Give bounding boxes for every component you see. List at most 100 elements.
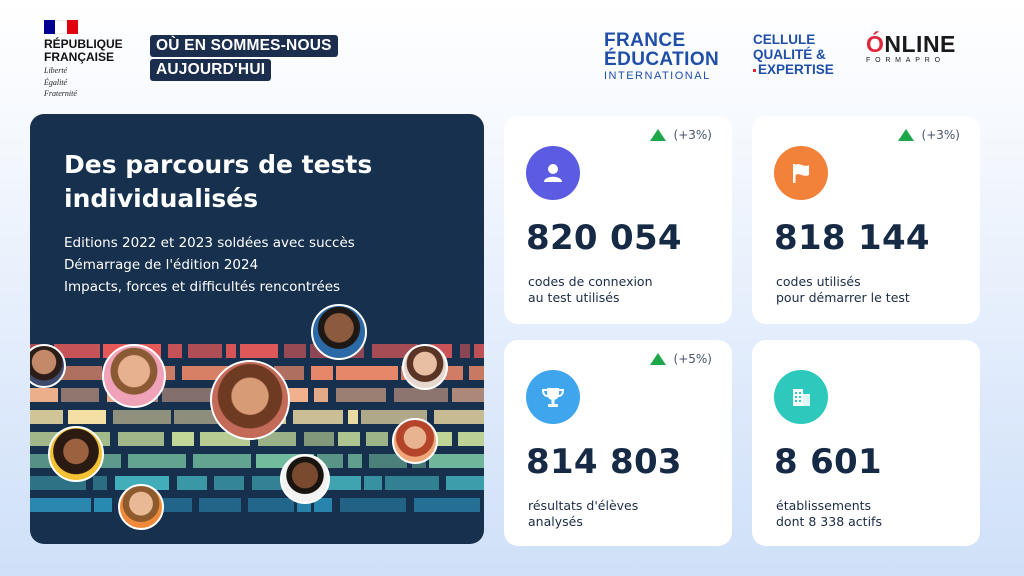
stripe-segment <box>348 410 358 424</box>
stat-label: codes de connexion au test utilisés <box>528 274 718 306</box>
stat-card-codes-utilises: (+3%) 818 144 codes utilisés pour démarre… <box>752 116 980 324</box>
hero-bullet: Editions 2022 et 2023 soldées avec succè… <box>64 235 355 251</box>
stripe-segment <box>162 388 220 402</box>
stripe-segment <box>199 498 241 512</box>
stripe-segment <box>30 388 58 402</box>
stripe-segment <box>434 410 484 424</box>
stripe-segment <box>118 432 164 446</box>
stripe-segment <box>446 476 484 490</box>
stripe-segment <box>452 388 484 402</box>
online-rest: NLINE <box>884 31 956 57</box>
french-flag-icon <box>44 20 78 34</box>
fei-line3: INTERNATIONAL <box>604 70 711 82</box>
stripe-segment <box>414 498 480 512</box>
stripe-segment <box>336 388 386 402</box>
user-icon <box>526 146 580 200</box>
stripe-segment <box>172 432 194 446</box>
stat-card-connexion: (+3%) 820 054 codes de connexion au test … <box>504 116 732 324</box>
cellule-qualite-expertise-logo: CELLULE QUALITÉ & EXPERTISE <box>753 32 834 77</box>
up-triangle-icon <box>649 129 666 141</box>
stripe-segment <box>314 388 328 402</box>
building-icon <box>774 370 828 424</box>
hero-title: Des parcours de tests individualisés <box>64 150 373 213</box>
republique-francaise-logo: RÉPUBLIQUE FRANÇAISE Liberté Égalité Fra… <box>44 20 144 99</box>
motto-egalite: Égalité <box>44 77 68 87</box>
stripe-segment <box>30 410 63 424</box>
stat-value: 8 601 <box>774 442 882 482</box>
france-education-international-logo: FRANCE ÉDUCATION INTERNATIONAL <box>604 31 719 83</box>
stripe-segment <box>385 476 439 490</box>
stripe-segment <box>54 344 100 358</box>
avatar-photo <box>311 304 367 360</box>
stat-value: 818 144 <box>774 218 930 258</box>
stat-label-line1: établissements <box>776 498 872 513</box>
stat-label: résultats d'élèves analysés <box>528 498 718 530</box>
cqe-line1: CELLULE <box>753 32 816 47</box>
stat-value: 814 803 <box>526 442 682 482</box>
stripe-segment <box>304 432 334 446</box>
stat-label-line1: codes de connexion <box>528 274 653 289</box>
tagline: OÙ EN SOMMES-NOUS AUJOURD'HUI <box>150 35 338 83</box>
stripe-segment <box>429 454 484 468</box>
stripe-segment <box>177 476 207 490</box>
stripe-segment <box>369 454 407 468</box>
tagline-line2: AUJOURD'HUI <box>150 59 272 81</box>
online-formapro-logo: ÓNLINE FORMAPRO <box>866 32 956 64</box>
stripe-segment <box>284 344 306 358</box>
cqe-line3: EXPERTISE <box>758 62 834 77</box>
avatar-photo <box>280 454 330 504</box>
up-triangle-icon <box>649 353 666 365</box>
stripe-segment <box>460 344 470 358</box>
delta-indicator: (+5%) <box>649 352 712 366</box>
hero-bullet: Démarrage de l'édition 2024 <box>64 257 259 273</box>
stat-label-line1: résultats d'élèves <box>528 498 639 513</box>
stripe-segment <box>338 432 360 446</box>
motto-liberte: Liberté <box>44 66 68 75</box>
republique-line1: RÉPUBLIQUE <box>44 37 123 51</box>
avatar-photo <box>102 344 166 408</box>
stripe-segment <box>340 498 406 512</box>
stripe-segment <box>336 366 398 380</box>
stripe-segment <box>311 366 333 380</box>
delta-text: (+5%) <box>673 352 712 366</box>
trophy-icon <box>526 370 580 424</box>
stripe-segment <box>68 410 106 424</box>
up-triangle-icon <box>897 129 914 141</box>
stripe-segment <box>474 344 484 358</box>
stat-label-line2: pour démarrer le test <box>776 290 910 305</box>
flag-icon <box>774 146 828 200</box>
stripe-segment <box>293 410 343 424</box>
stripe-segment <box>214 476 244 490</box>
stat-value: 820 054 <box>526 218 682 258</box>
stripe-segment <box>93 476 107 490</box>
motto-fraternite: Fraternité <box>44 89 77 98</box>
red-mark-icon <box>753 68 756 72</box>
stripe-segment <box>458 432 484 446</box>
stripe-segment <box>226 344 236 358</box>
avatar-photo <box>402 344 448 390</box>
stat-card-etablissements: 8 601 établissements dont 8 338 actifs <box>752 340 980 546</box>
stat-label: établissements dont 8 338 actifs <box>776 498 966 530</box>
stripe-segment <box>193 454 251 468</box>
stat-label-line2: au test utilisés <box>528 290 620 305</box>
delta-text: (+3%) <box>921 128 960 142</box>
avatar-photo <box>392 418 438 464</box>
hero-card: Des parcours de tests individualisés Edi… <box>30 114 484 544</box>
delta-indicator: (+3%) <box>897 128 960 142</box>
stripe-segment <box>323 476 361 490</box>
cqe-line2: QUALITÉ & <box>753 47 826 62</box>
stripe-segment <box>348 454 362 468</box>
stat-label: codes utilisés pour démarrer le test <box>776 274 966 306</box>
stat-label-line2: analysés <box>528 514 583 529</box>
stripe-segment <box>248 498 294 512</box>
fei-line1: FRANCE <box>604 30 686 51</box>
header: RÉPUBLIQUE FRANÇAISE Liberté Égalité Fra… <box>0 0 1024 110</box>
stripe-segment <box>364 476 382 490</box>
stripe-segment <box>366 432 388 446</box>
avatar-photo <box>118 484 164 530</box>
avatar-photo <box>48 426 104 482</box>
stripe-segment <box>61 388 99 402</box>
avatar-photo <box>210 360 290 440</box>
delta-text: (+3%) <box>673 128 712 142</box>
stripe-segment <box>314 498 332 512</box>
